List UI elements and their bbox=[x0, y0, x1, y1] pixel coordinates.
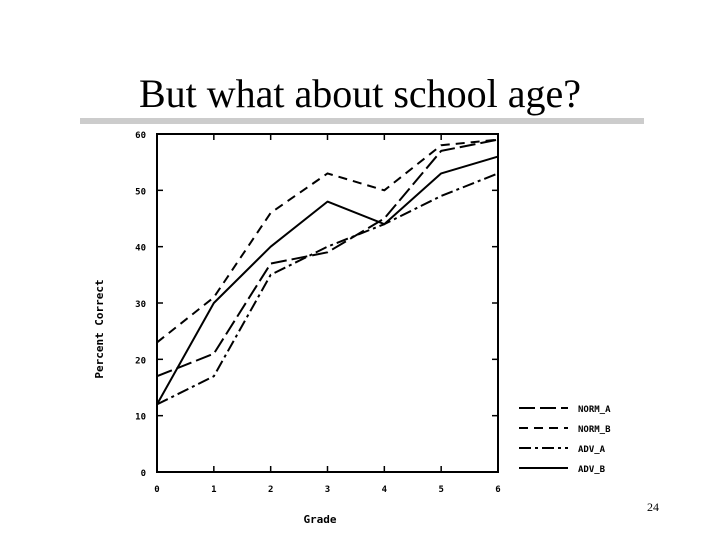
series-line-norm-a bbox=[156, 138, 499, 378]
x-tick-label: 4 bbox=[382, 485, 388, 495]
legend-label: NORM_B bbox=[578, 425, 611, 435]
slide-title: But what about school age? bbox=[138, 71, 582, 116]
legend-label: ADV_B bbox=[578, 465, 606, 475]
legend-label: NORM_A bbox=[578, 405, 611, 415]
y-tick-label: 50 bbox=[135, 187, 146, 197]
series-line-adv-b bbox=[156, 155, 499, 405]
x-tick-label: 2 bbox=[268, 485, 273, 495]
y-tick-label: 10 bbox=[135, 413, 146, 423]
page-number: 24 bbox=[647, 500, 659, 514]
y-tick-label: 40 bbox=[135, 244, 146, 254]
x-tick-label: 1 bbox=[211, 485, 216, 495]
y-tick-label: 0 bbox=[141, 469, 146, 479]
title-divider bbox=[80, 118, 644, 124]
x-tick-label: 3 bbox=[325, 485, 330, 495]
legend-label: ADV_A bbox=[578, 445, 606, 455]
series-line-adv-a bbox=[156, 172, 499, 406]
x-tick-label: 0 bbox=[154, 485, 159, 495]
y-tick-label: 60 bbox=[135, 131, 146, 141]
x-tick-label: 6 bbox=[495, 485, 500, 495]
y-tick-label: 20 bbox=[135, 356, 146, 366]
y-tick-label: 30 bbox=[135, 300, 146, 310]
y-axis-label: Percent Correct bbox=[93, 279, 106, 378]
x-axis-label: Grade bbox=[303, 513, 336, 526]
x-tick-label: 5 bbox=[438, 485, 443, 495]
series-line-norm-b bbox=[156, 138, 499, 344]
